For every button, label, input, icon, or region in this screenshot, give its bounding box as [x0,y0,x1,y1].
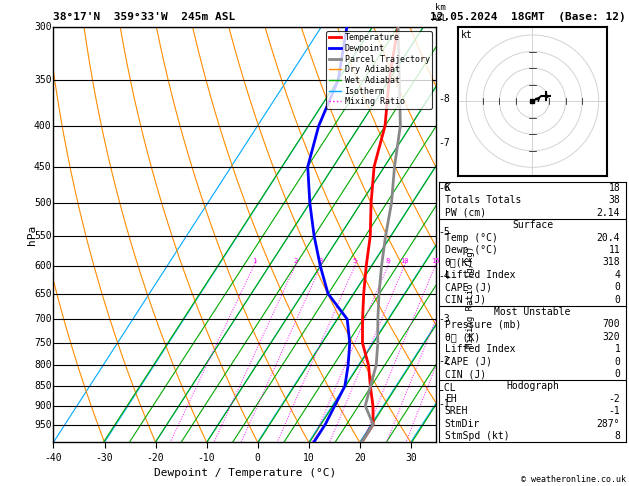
Text: LCL: LCL [438,383,456,393]
Text: Pressure (mb): Pressure (mb) [445,319,521,330]
Text: -5: -5 [438,227,450,237]
Text: 350: 350 [34,75,52,85]
Text: Lifted Index: Lifted Index [445,270,515,280]
Text: 38: 38 [608,195,620,206]
Text: StmDir: StmDir [445,418,480,429]
Text: 300: 300 [34,22,52,32]
Text: 650: 650 [34,289,52,298]
Text: 287°: 287° [597,418,620,429]
Text: 500: 500 [34,198,52,208]
Text: Dewp (°C): Dewp (°C) [445,245,498,255]
Text: 8: 8 [615,431,620,441]
Text: Temp (°C): Temp (°C) [445,233,498,243]
Text: StmSpd (kt): StmSpd (kt) [445,431,509,441]
Text: -4: -4 [438,271,450,281]
Text: -6: -6 [438,183,450,192]
Text: SREH: SREH [445,406,468,416]
Text: EH: EH [445,394,457,404]
Text: -3: -3 [438,314,450,324]
Text: 400: 400 [34,121,52,131]
Text: 0: 0 [615,357,620,366]
Text: 1: 1 [252,258,256,264]
Text: 600: 600 [34,261,52,271]
Text: 38°17'N  359°33'W  245m ASL: 38°17'N 359°33'W 245m ASL [53,12,236,22]
Text: θᴄ(K): θᴄ(K) [445,258,474,267]
Text: CIN (J): CIN (J) [445,369,486,379]
Text: 850: 850 [34,381,52,391]
Text: 1: 1 [615,344,620,354]
Text: 8: 8 [386,258,390,264]
Text: Totals Totals: Totals Totals [445,195,521,206]
Text: km
ASL: km ASL [432,3,448,22]
Text: CIN (J): CIN (J) [445,295,486,305]
Text: 2: 2 [293,258,298,264]
Text: 18: 18 [608,183,620,193]
Text: 0: 0 [615,369,620,379]
Text: θᴄ (K): θᴄ (K) [445,332,480,342]
Text: 15: 15 [431,258,440,264]
Text: Surface: Surface [512,220,553,230]
Text: -8: -8 [438,94,450,104]
Text: © weatheronline.co.uk: © weatheronline.co.uk [521,474,626,484]
Text: 0: 0 [615,295,620,305]
Text: 3: 3 [319,258,323,264]
Text: CAPE (J): CAPE (J) [445,357,492,366]
Text: 800: 800 [34,360,52,370]
Text: 900: 900 [34,401,52,411]
Text: -7: -7 [438,138,450,148]
Text: Hodograph: Hodograph [506,382,559,391]
Text: 0: 0 [615,282,620,292]
Text: 4: 4 [615,270,620,280]
Text: 20.4: 20.4 [597,233,620,243]
Text: 550: 550 [34,231,52,241]
Text: Most Unstable: Most Unstable [494,307,571,317]
Text: Lifted Index: Lifted Index [445,344,515,354]
Text: 5: 5 [353,258,357,264]
X-axis label: Dewpoint / Temperature (°C): Dewpoint / Temperature (°C) [153,468,336,478]
Text: CAPE (J): CAPE (J) [445,282,492,292]
Text: 700: 700 [603,319,620,330]
Text: 750: 750 [34,338,52,348]
Text: 12.05.2024  18GMT  (Base: 12): 12.05.2024 18GMT (Base: 12) [430,12,626,22]
Text: 318: 318 [603,258,620,267]
Text: hPa: hPa [28,225,37,244]
Text: 700: 700 [34,314,52,324]
Text: Mixing Ratio (g/kg): Mixing Ratio (g/kg) [466,246,476,348]
Text: 2.14: 2.14 [597,208,620,218]
Text: 950: 950 [34,419,52,430]
Text: 10: 10 [400,258,409,264]
Text: -1: -1 [438,399,450,409]
Text: 320: 320 [603,332,620,342]
Text: 11: 11 [608,245,620,255]
Text: -1: -1 [608,406,620,416]
Text: -2: -2 [608,394,620,404]
Text: 450: 450 [34,162,52,172]
Text: kt: kt [461,30,473,40]
Text: K: K [445,183,450,193]
Text: PW (cm): PW (cm) [445,208,486,218]
Legend: Temperature, Dewpoint, Parcel Trajectory, Dry Adiabat, Wet Adiabat, Isotherm, Mi: Temperature, Dewpoint, Parcel Trajectory… [326,31,432,109]
Text: -2: -2 [438,356,450,366]
